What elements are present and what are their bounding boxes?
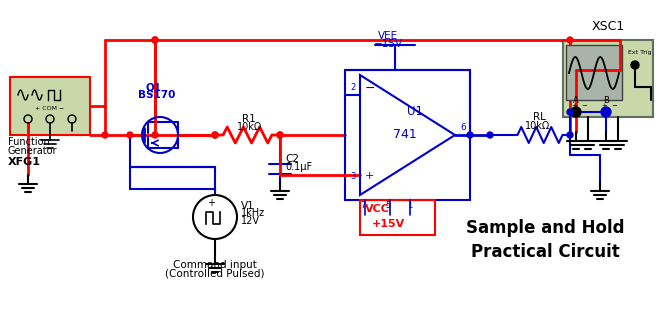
Text: A: A [573, 96, 579, 105]
Text: Sample and Hold
Practical Circuit: Sample and Hold Practical Circuit [466, 219, 624, 261]
Text: (Controlled Pulsed): (Controlled Pulsed) [165, 269, 265, 279]
Text: 741: 741 [393, 128, 417, 141]
Circle shape [631, 61, 639, 69]
Circle shape [277, 132, 283, 138]
Circle shape [212, 132, 218, 138]
Text: XFG1: XFG1 [8, 157, 41, 167]
Text: 2: 2 [350, 83, 355, 92]
Text: 12V: 12V [241, 216, 260, 226]
Text: VEE: VEE [378, 31, 398, 41]
Circle shape [467, 132, 473, 138]
Text: BS170: BS170 [138, 90, 176, 100]
Text: 5: 5 [385, 201, 390, 210]
Circle shape [152, 37, 158, 43]
Text: 1: 1 [407, 201, 412, 210]
Text: Generator: Generator [8, 146, 57, 156]
Text: 10kΩ: 10kΩ [237, 122, 262, 132]
Circle shape [567, 132, 573, 138]
Text: 7: 7 [360, 201, 366, 210]
Circle shape [487, 132, 493, 138]
Text: B: B [603, 96, 609, 105]
Circle shape [567, 109, 573, 115]
FancyBboxPatch shape [566, 45, 622, 100]
Text: −: − [581, 103, 587, 109]
Text: 1kHz: 1kHz [241, 208, 265, 218]
Text: Function: Function [8, 137, 50, 147]
Text: Command input: Command input [173, 260, 257, 270]
Text: Ext Trig: Ext Trig [628, 50, 651, 55]
Text: +: + [601, 103, 607, 109]
Text: +15V: +15V [372, 219, 405, 229]
Text: Q1: Q1 [145, 82, 161, 92]
FancyBboxPatch shape [563, 40, 653, 117]
Text: R1: R1 [242, 114, 256, 124]
Text: +: + [365, 171, 374, 181]
Text: 0.1μF: 0.1μF [285, 162, 312, 172]
Text: +: + [207, 198, 215, 208]
Circle shape [152, 132, 158, 138]
Text: U1: U1 [407, 105, 423, 118]
Text: +: + [571, 103, 577, 109]
Text: XSC1: XSC1 [591, 20, 624, 33]
Text: VCC: VCC [365, 204, 390, 214]
Text: −: − [365, 82, 376, 95]
Circle shape [601, 107, 611, 117]
Circle shape [277, 132, 283, 138]
Text: V1: V1 [241, 201, 255, 211]
Text: 6: 6 [460, 123, 466, 132]
Circle shape [571, 107, 581, 117]
Text: RL: RL [533, 112, 546, 122]
FancyBboxPatch shape [10, 77, 90, 135]
Text: C2: C2 [285, 154, 299, 164]
Text: 10kΩ: 10kΩ [525, 121, 550, 131]
Text: + COM −: + COM − [36, 106, 65, 111]
Text: 3: 3 [350, 172, 355, 181]
Text: −: − [611, 103, 617, 109]
Circle shape [127, 132, 133, 138]
Circle shape [102, 132, 108, 138]
Circle shape [212, 132, 218, 138]
Text: −15V: −15V [374, 39, 403, 49]
Circle shape [152, 37, 158, 43]
Circle shape [567, 37, 573, 43]
